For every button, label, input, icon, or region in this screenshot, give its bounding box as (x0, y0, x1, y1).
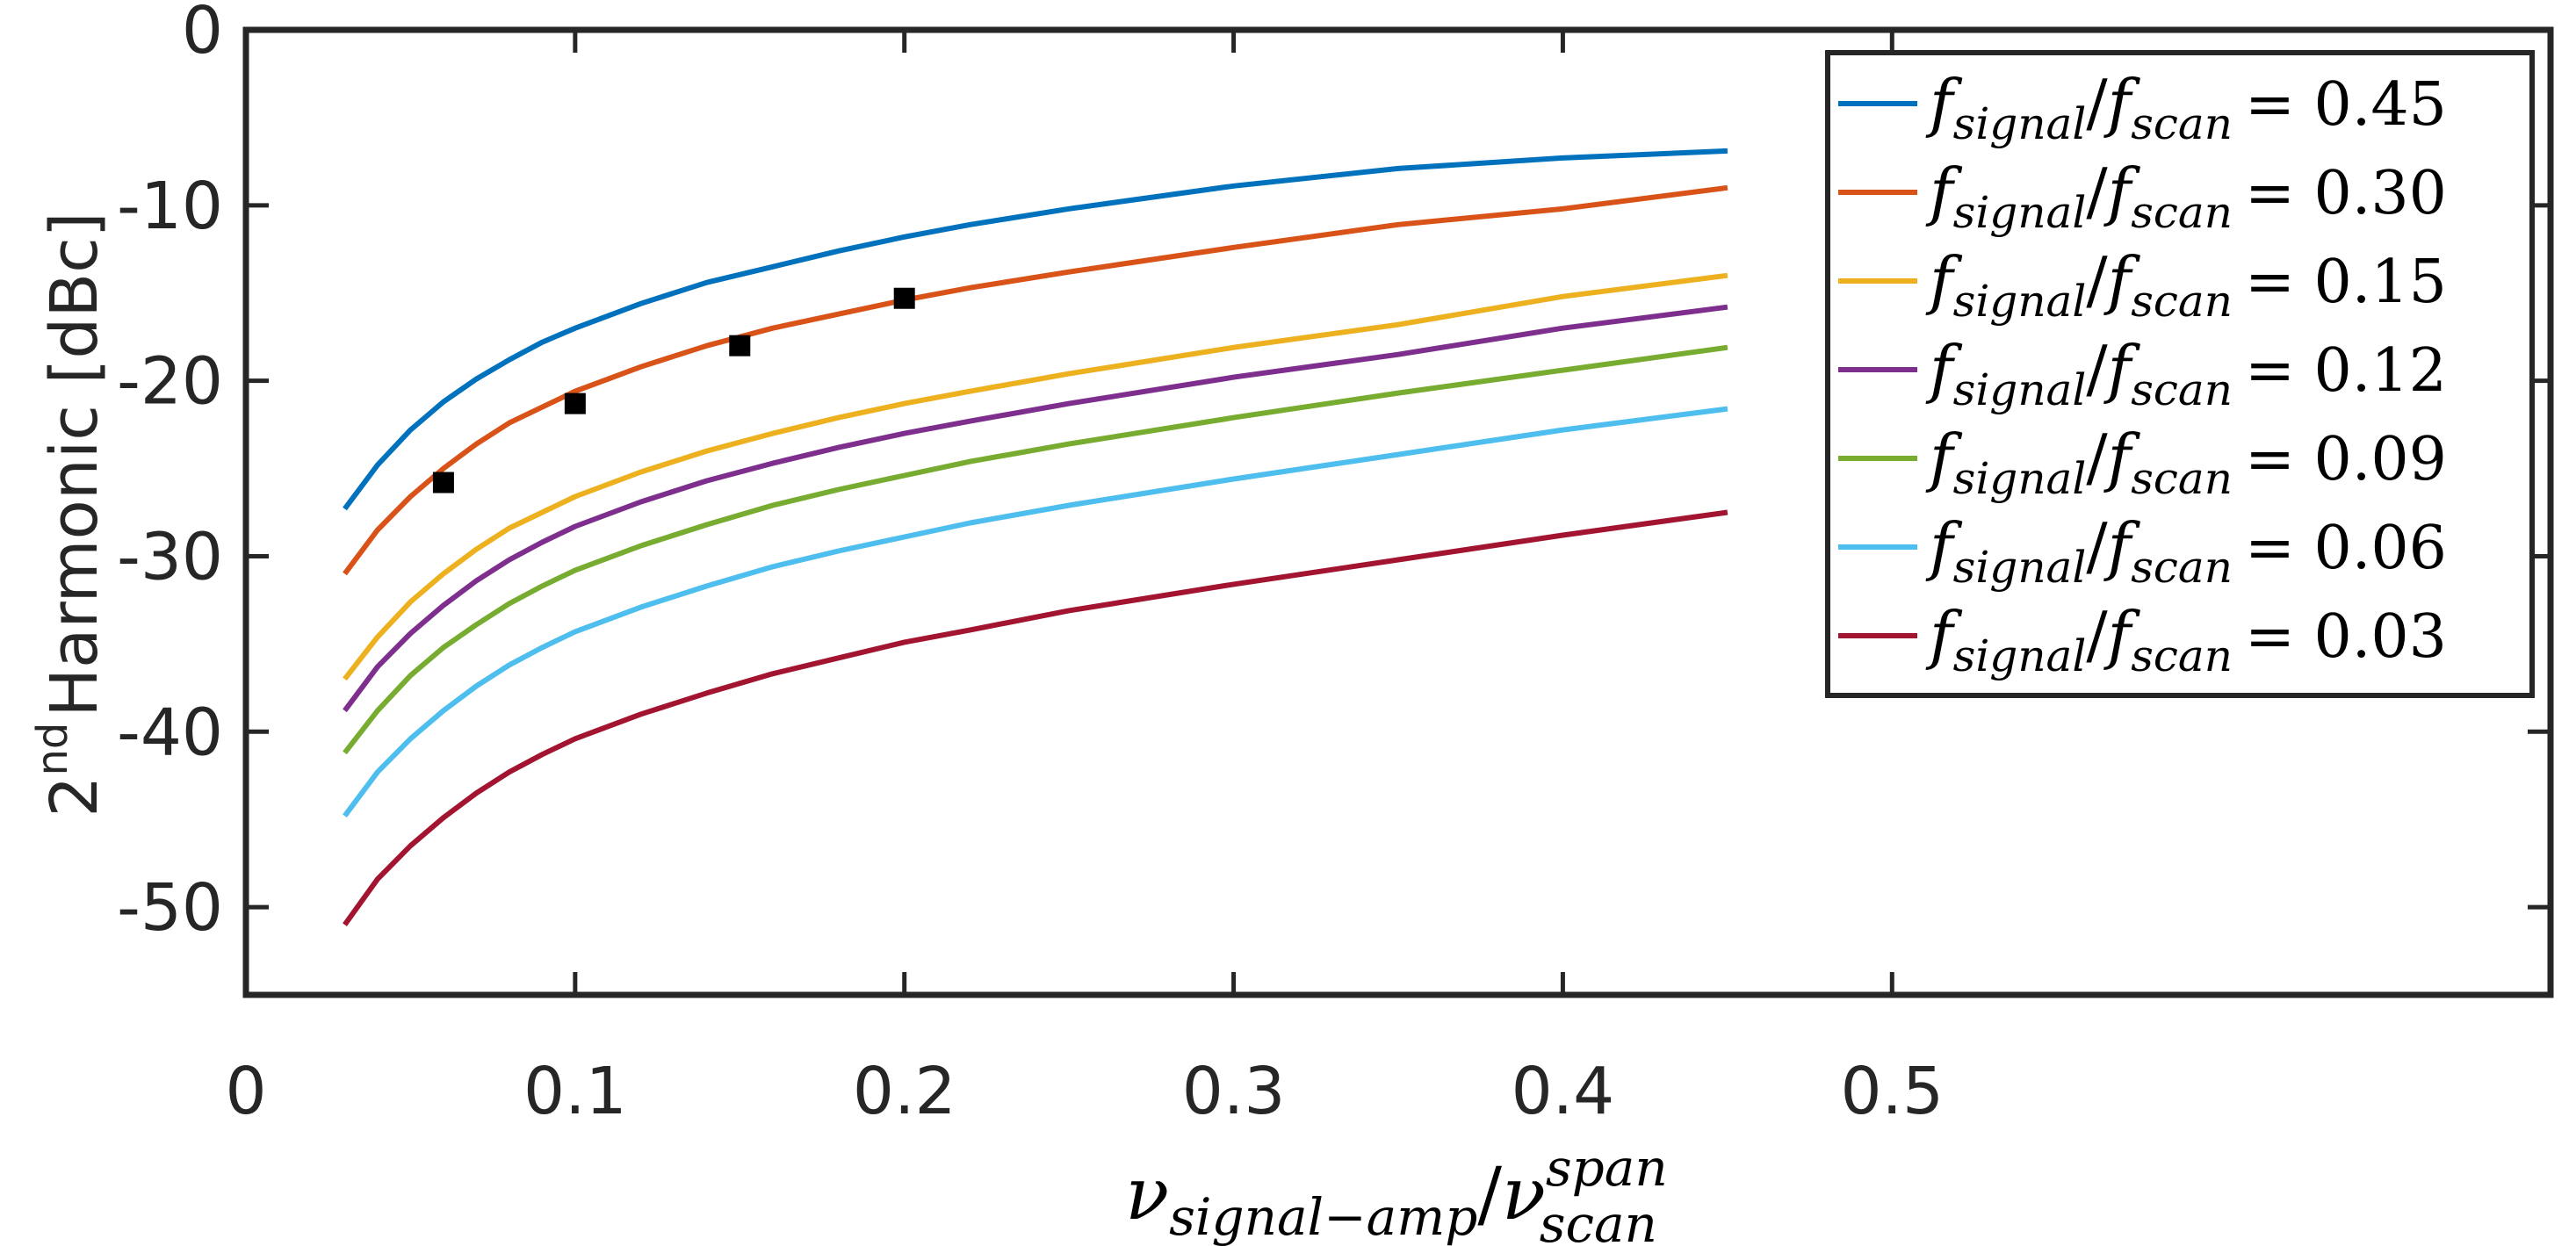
legend-label-3-eq: = 0.12 (2245, 336, 2447, 406)
measured-marker-1 (564, 393, 586, 414)
legend-label-5-s1: signal (1953, 542, 2087, 593)
legend-box (1825, 50, 2535, 698)
y-tick-label-3: -30 (117, 519, 223, 594)
x-axis-title-sup2: span (1546, 1138, 1668, 1198)
legend-label-6-slash: / (2086, 598, 2108, 672)
series-line-0 (343, 148, 1728, 511)
legend-label-2-slash: / (2086, 243, 2108, 317)
series-line-5 (343, 406, 1728, 817)
legend-label-0-eq: = 0.45 (2245, 70, 2447, 140)
series-line-2 (343, 272, 1728, 681)
legend-label-4-eq: = 0.09 (2245, 425, 2447, 494)
x-tick-label-5: 0.5 (1840, 1054, 1944, 1129)
legend-label-4-s2: scan (2131, 453, 2233, 504)
x-tick-label-1: 0.1 (523, 1054, 627, 1129)
y-axis-title-text: Harmonic [dBc] (37, 212, 112, 717)
y-axis-title-base: 2 (37, 776, 112, 817)
x-tick-label-2: 0.2 (853, 1054, 956, 1129)
legend-label-2-s1: signal (1953, 276, 2087, 327)
legend-label-3-slash: / (2086, 332, 2108, 406)
legend-label-3-s2: scan (2131, 364, 2233, 415)
legend-label-3: fsignal/fscan = 0.12 (1925, 332, 2447, 415)
plot-frame (242, 26, 2554, 998)
series-line-4 (343, 344, 1728, 755)
x-axis-title-sub2: scan (1540, 1194, 1657, 1246)
legend-label-6-s2: scan (2131, 630, 2233, 681)
legend-label-4: fsignal/fscan = 0.09 (1925, 421, 2447, 504)
legend-label-4-slash: / (2086, 421, 2108, 494)
x-axis-title-sub: signal−amp (1169, 1187, 1477, 1246)
legend-label-0-s2: scan (2131, 98, 2233, 149)
y-tick-label-0: 0 (182, 0, 223, 68)
legend-label-6-eq: = 0.03 (2245, 602, 2447, 672)
legend-label-5: fsignal/fscan = 0.06 (1925, 509, 2447, 593)
legend-label-1-slash: / (2086, 155, 2108, 228)
y-axis-title: 2nd Harmonic [dBc] (28, 212, 112, 817)
series-line-3 (343, 304, 1728, 713)
y-tick-label-2: -20 (117, 344, 223, 420)
legend-label-2-eq: = 0.15 (2245, 248, 2447, 317)
x-axis-title-main: ν (1125, 1153, 1169, 1236)
y-tick-label-5: -50 (117, 870, 223, 946)
measured-marker-0 (432, 472, 454, 493)
legend-label-0-slash: / (2086, 66, 2108, 140)
x-tick-label-0: 0 (225, 1054, 266, 1129)
legend-label-0: fsignal/fscan = 0.45 (1925, 66, 2447, 149)
series-layer (343, 148, 1728, 926)
legend-label-1-eq: = 0.30 (2245, 159, 2447, 228)
x-tick-label-4: 0.4 (1512, 1054, 1615, 1129)
legend-label-1-s1: signal (1953, 187, 2087, 238)
legend-label-4-s1: signal (1953, 453, 2087, 504)
series-line-1 (343, 184, 1728, 576)
legend-label-2: fsignal/fscan = 0.15 (1925, 243, 2447, 327)
legend-label-6-s1: signal (1953, 630, 2087, 681)
y-tick-label-1: -10 (117, 169, 223, 244)
legend-label-2-s2: scan (2131, 276, 2233, 327)
legend-label-5-s2: scan (2131, 542, 2233, 593)
x-axis-title-main2: ν (1502, 1153, 1546, 1236)
legend-label-5-slash: / (2086, 509, 2108, 583)
measured-marker-2 (729, 335, 751, 357)
legend-label-1-s2: scan (2131, 187, 2233, 238)
measured-marker-3 (893, 287, 915, 309)
series-line-6 (343, 509, 1728, 926)
legend-label-0-s1: signal (1953, 98, 2087, 149)
y-axis-title-sup: nd (28, 723, 77, 776)
x-axis-title-sep: / (1477, 1153, 1502, 1236)
marker-layer (432, 287, 915, 493)
y-tick-label-4: -40 (117, 695, 223, 770)
legend-label-1: fsignal/fscan = 0.30 (1925, 155, 2447, 238)
legend-label-3-s1: signal (1953, 364, 2087, 415)
legend-label-5-eq: = 0.06 (2245, 514, 2447, 583)
x-axis-title: νsignal−amp/νspan scan (1125, 1138, 1667, 1246)
x-tick-label-3: 0.3 (1182, 1054, 1286, 1129)
